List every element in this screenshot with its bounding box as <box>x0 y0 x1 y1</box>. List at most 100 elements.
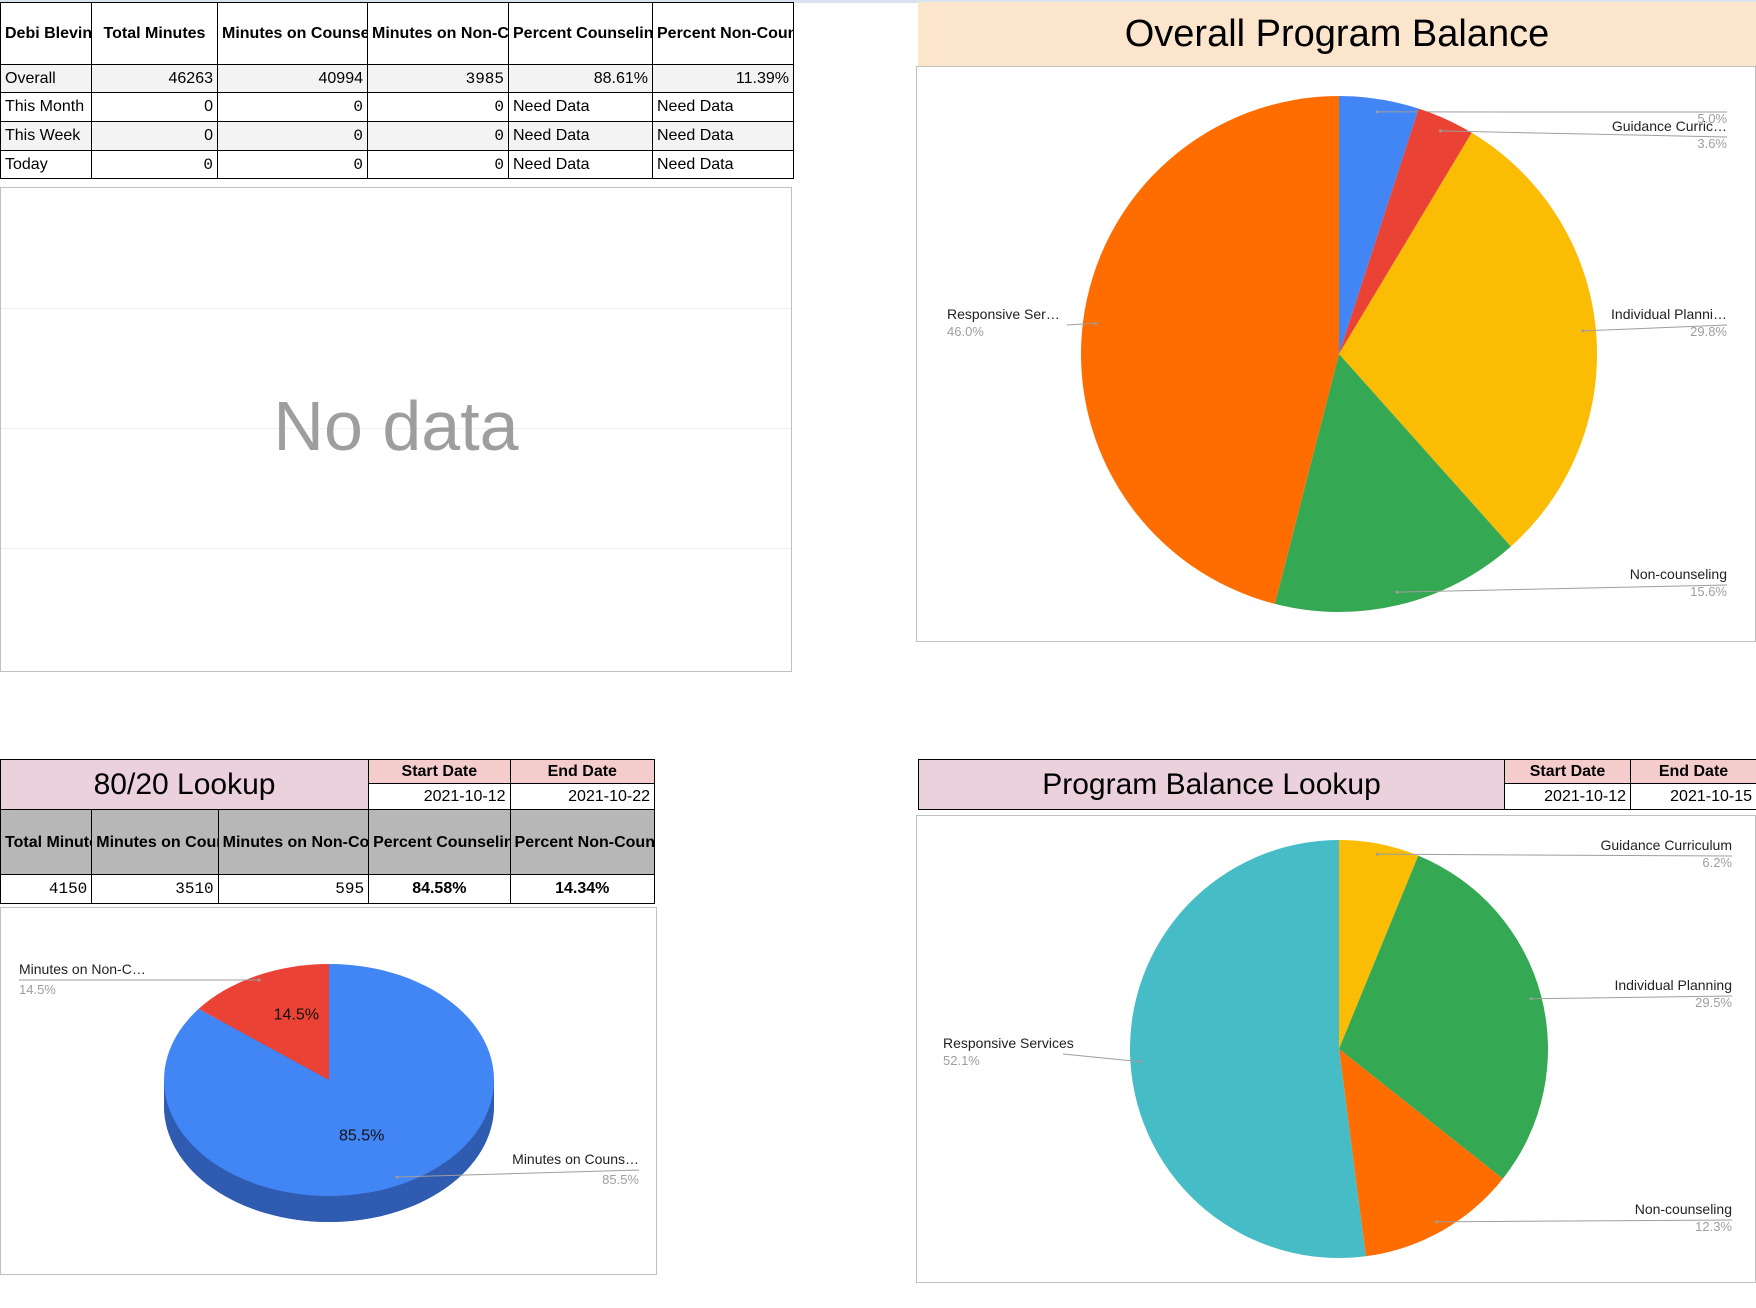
cell-counseling[interactable]: 0 <box>217 150 368 179</box>
lookup-8020-title[interactable]: 80/20 Lookup <box>0 759 370 810</box>
pie-slice-individual-planni[interactable] <box>1339 132 1597 547</box>
leader-line <box>1066 322 1096 326</box>
row-label[interactable]: This Week <box>0 121 92 151</box>
program-lookup-title[interactable]: Program Balance Lookup <box>918 759 1505 810</box>
slice-label: Non-counseling <box>1630 566 1727 582</box>
cell-noncounseling[interactable]: 0 <box>367 92 509 122</box>
header-total-minutes[interactable]: Total Minutes <box>0 809 93 875</box>
leader-line <box>396 1169 640 1178</box>
counselor-name[interactable]: Debi Blevins <box>0 2 92 65</box>
slice-label: Guidance Curriculum <box>1601 837 1733 853</box>
summary-table: Debi Blevins Total Minutes Minutes on Co… <box>0 2 794 179</box>
cell-total[interactable]: 46263 <box>91 64 218 93</box>
slice-label: Non-counseling <box>1635 1201 1732 1217</box>
cell-counseling[interactable]: 3510 <box>91 874 219 904</box>
slice-percent: 12.3% <box>1695 1219 1732 1234</box>
slice-percent: 14.5% <box>19 982 56 997</box>
header-noncounseling-minutes[interactable]: Minutes on Non-Counseling Tasks <box>217 809 370 875</box>
pie-slice-responsive-ser[interactable] <box>1081 96 1339 604</box>
leader-line <box>1531 995 1733 1000</box>
leader-dot <box>1375 110 1379 114</box>
slice-label: Responsive Services <box>943 1035 1074 1051</box>
top-border <box>0 0 1756 3</box>
header-percent-counseling[interactable]: Percent Counseling <box>368 809 511 875</box>
leader-line <box>1062 1053 1141 1063</box>
header-noncounseling-minutes[interactable]: Minutes on Non-Counseling Tasks <box>367 2 509 65</box>
cell-total[interactable]: 4150 <box>0 874 93 904</box>
table-row: This Week 0 0 0 Need Data Need Data <box>0 121 794 151</box>
slice-percent: 3.6% <box>1697 136 1727 151</box>
end-date-value[interactable]: 2021-10-15 <box>1630 783 1756 810</box>
program-lookup-table: Program Balance Lookup Start Date End Da… <box>918 759 1756 810</box>
leader-line <box>1377 853 1733 857</box>
row-label[interactable]: Overall <box>0 64 92 93</box>
cell-total[interactable]: 0 <box>91 121 218 151</box>
header-counseling-minutes[interactable]: Minutes on Counseling Tasks <box>91 809 219 875</box>
cell-pct-noncounseling[interactable]: Need Data <box>652 150 794 179</box>
cell-counseling[interactable]: 0 <box>217 121 368 151</box>
slice-percent: 52.1% <box>943 1053 980 1068</box>
cell-pct-noncounseling[interactable]: Need Data <box>652 92 794 122</box>
cell-pct-noncounseling[interactable]: Need Data <box>652 121 794 151</box>
header-percent-noncounseling[interactable]: Percent Non-Counseling <box>509 809 656 875</box>
header-percent-noncounseling[interactable]: Percent Non-Counseling <box>652 2 794 65</box>
slice-percent: 5.0% <box>1697 111 1727 126</box>
slice-percent: 46.0% <box>947 324 984 339</box>
start-date-label[interactable]: Start Date <box>1504 759 1631 784</box>
header-total-minutes[interactable]: Total Minutes <box>91 2 218 65</box>
slice-percent: 15.6% <box>1690 584 1727 599</box>
cell-pct-noncounseling[interactable]: 11.39% <box>652 64 794 93</box>
overall-balance-chart[interactable]: 5.0% Guidance Curric… 3.6% Individual Plann… <box>916 66 1756 642</box>
cell-pct-counseling[interactable]: 84.58% <box>368 874 511 904</box>
start-date-value[interactable]: 2021-10-12 <box>368 783 511 810</box>
slice-percent: 6.2% <box>1702 855 1732 870</box>
cell-pct-counseling[interactable]: Need Data <box>508 150 653 179</box>
pie-slice-individual-planning[interactable] <box>1339 855 1548 1179</box>
slice-label: Individual Planning <box>1614 977 1732 993</box>
cell-noncounseling[interactable]: 3985 <box>367 64 509 93</box>
cell-counseling[interactable]: 40994 <box>217 64 368 93</box>
cell-noncounseling[interactable]: 0 <box>367 150 509 179</box>
cell-pct-noncounseling[interactable]: 14.34% <box>509 874 656 904</box>
pie-slice-responsive-services[interactable] <box>1130 840 1366 1258</box>
leader-line <box>1396 584 1728 593</box>
lookup-8020-pie: 85.5% 14.5% Minutes on Couns… 85.5% Minutes … <box>19 961 640 1222</box>
no-data-chart[interactable]: No data <box>0 187 792 672</box>
start-date-value[interactable]: 2021-10-12 <box>1504 783 1631 810</box>
leader-line <box>1436 1219 1733 1223</box>
overall-balance-pie: 5.0%Guidance Curric… 3.6% Individual Plann… <box>947 96 1728 612</box>
pie-slice-non-counseling[interactable] <box>1339 1049 1503 1257</box>
program-lookup-chart[interactable]: Guidance Curriculum 6.2% Individual Planni… <box>916 815 1756 1283</box>
header-percent-counseling[interactable]: Percent Counseling <box>508 2 653 65</box>
leader-line <box>1582 324 1728 332</box>
pie-slice-guidance-curriculum[interactable] <box>1339 840 1419 1049</box>
start-date-label[interactable]: Start Date <box>368 759 511 784</box>
row-label[interactable]: This Month <box>0 92 92 122</box>
lookup-8020-table: 80/20 Lookup Start Date End Date 2021-10… <box>0 759 656 904</box>
end-date-label[interactable]: End Date <box>509 759 656 784</box>
table-row: This Month 0 0 0 Need Data Need Data <box>0 92 794 122</box>
cell-counseling[interactable]: 0 <box>217 92 368 122</box>
no-data-message: No data <box>273 387 519 465</box>
pie-slice-guidance-curric[interactable] <box>1339 108 1472 355</box>
end-date-value[interactable]: 2021-10-22 <box>509 783 656 810</box>
lookup-8020-chart[interactable]: 85.5% 14.5% Minutes on Couns… 85.5% Minutes … <box>0 907 657 1275</box>
cell-pct-counseling[interactable]: 88.61% <box>508 64 653 93</box>
cell-pct-counseling[interactable]: Need Data <box>508 92 653 122</box>
pie-slice-non-counseling[interactable] <box>1274 354 1511 612</box>
end-date-label[interactable]: End Date <box>1630 759 1756 784</box>
cell-noncounseling[interactable]: 0 <box>367 121 509 151</box>
lookup-8020-header-row: Total Minutes Minutes on Counseling Task… <box>0 809 656 875</box>
cell-pct-counseling[interactable]: Need Data <box>508 121 653 151</box>
cell-noncounseling[interactable]: 595 <box>217 874 370 904</box>
overall-balance-title[interactable]: Overall Program Balance <box>918 2 1756 67</box>
header-counseling-minutes[interactable]: Minutes on Counseling Tasks <box>217 2 368 65</box>
slice-percent: 29.5% <box>1695 995 1732 1010</box>
cell-total[interactable]: 0 <box>91 92 218 122</box>
slice-percent: 85.5% <box>602 1172 639 1187</box>
row-label[interactable]: Today <box>0 150 92 179</box>
cell-total[interactable]: 0 <box>91 150 218 179</box>
pie-slice-5-0[interactable] <box>1339 96 1419 354</box>
slice-label: Responsive Ser… <box>947 306 1060 322</box>
pie-slice-noncounseling[interactable] <box>198 964 329 1080</box>
